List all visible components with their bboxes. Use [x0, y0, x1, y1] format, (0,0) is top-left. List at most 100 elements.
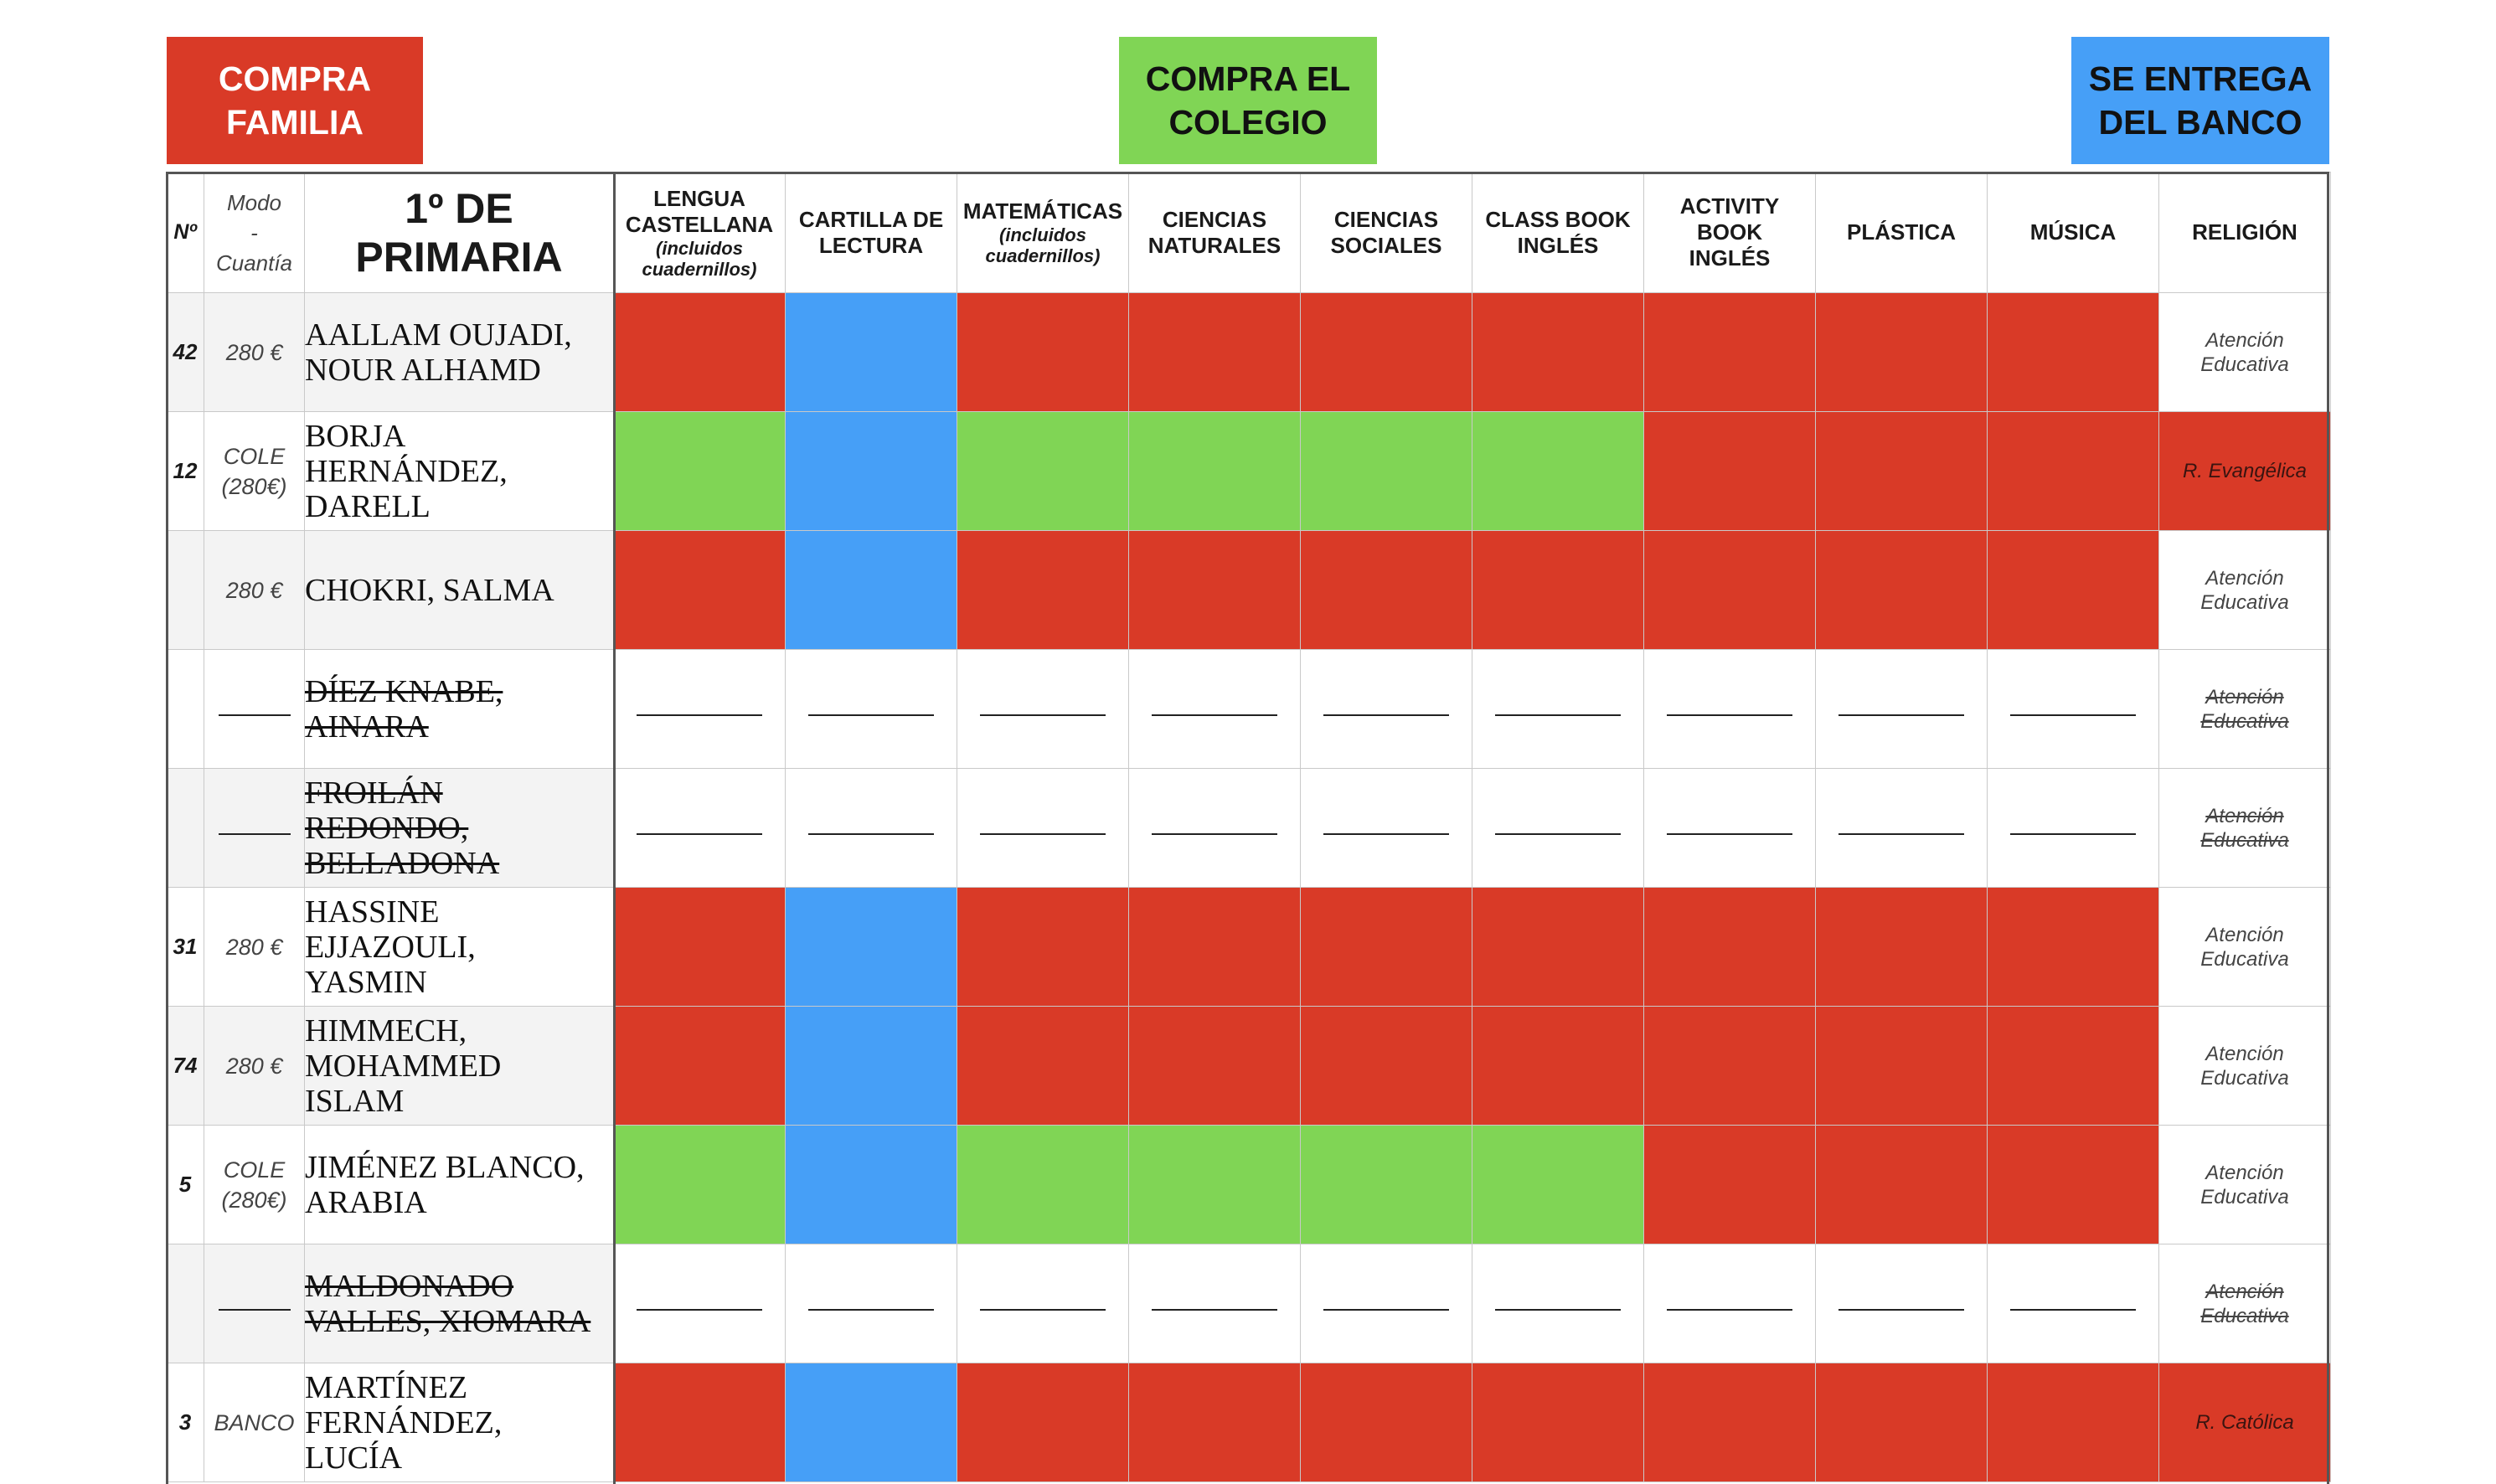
header-subject-label: CLASS BOOK INGLÉS — [1485, 206, 1631, 258]
table-row: 42 280 € AALLAM OUJADI, NOUR ALHAMD Atenció… — [166, 292, 2331, 412]
subject-status-cell-blue — [785, 887, 957, 1007]
subject-status-cell-white — [957, 1244, 1129, 1363]
blank-dash — [1495, 1308, 1621, 1311]
subject-status-cell-red — [957, 887, 1129, 1007]
subject-status-cell-red — [1815, 887, 1988, 1007]
subject-status-cell-red — [1643, 1006, 1816, 1126]
religion-choice: Atención Educativa — [2158, 530, 2331, 650]
header-mode-amount: Modo - Cuantía — [204, 172, 305, 293]
subject-status-cell-green — [1472, 411, 1644, 531]
subject-status-cell-red — [1128, 887, 1301, 1007]
subject-status-cell-red — [1643, 1363, 1816, 1482]
religion-choice: Atención Educativa — [2158, 887, 2331, 1007]
subject-status-cell-red — [1128, 292, 1301, 412]
table-header-row: Nº Modo - Cuantía 1º DE PRIMARIA LENGUA … — [166, 172, 2331, 293]
subject-status-cell-red — [1815, 1006, 1988, 1126]
header-subject-note: (incluidos cuadernillos) — [985, 224, 1101, 266]
blank-dash — [1667, 832, 1792, 835]
subject-status-cell-red — [1472, 1363, 1644, 1482]
religion-choice: R. Católica — [2158, 1363, 2331, 1482]
table-row: 3 BANCO MARTÍNEZ FERNÁNDEZ, LUCÍA R. Católi… — [166, 1363, 2331, 1482]
subject-status-cell-white — [785, 649, 957, 769]
header-subject-label: MÚSICA — [2029, 219, 2117, 245]
header-subject-label: PLÁSTICA — [1847, 219, 1956, 245]
subject-status-cell-red — [1128, 1006, 1301, 1126]
subject-status-cell-red — [1815, 530, 1988, 650]
subject-status-cell-red — [1987, 530, 2159, 650]
blank-dash — [1667, 1308, 1792, 1311]
header-class-title: 1º DE PRIMARIA — [304, 172, 614, 293]
subject-status-cell-blue — [785, 1125, 957, 1244]
subject-status-cell-red — [957, 292, 1129, 412]
subject-status-cell-red — [1300, 1363, 1472, 1482]
book-purchase-table: Nº Modo - Cuantía 1º DE PRIMARIA LENGUA … — [166, 172, 2331, 1482]
blank-dash — [808, 832, 934, 835]
subject-status-cell-green — [1300, 1125, 1472, 1244]
payment-mode: 280 € — [204, 530, 305, 650]
header-subject-label: CARTILLA DE LECTURA — [798, 206, 944, 258]
subject-status-cell-white — [1472, 649, 1644, 769]
student-number — [166, 768, 204, 888]
subject-status-cell-white — [1300, 1244, 1472, 1363]
subject-status-cell-red — [613, 1363, 786, 1482]
subject-status-cell-red — [613, 530, 786, 650]
blank-dash — [1152, 1308, 1277, 1311]
header-subject-note: (incluidos cuadernillos) — [642, 237, 757, 280]
subject-status-cell-red — [1643, 887, 1816, 1007]
student-name: MARTÍNEZ FERNÁNDEZ, LUCÍA — [304, 1363, 614, 1482]
header-subject: MATEMÁTICAS (incluidos cuadernillos) — [957, 172, 1129, 293]
blank-dash — [1152, 832, 1277, 835]
blank-dash — [808, 714, 934, 716]
blank-dash — [637, 1308, 762, 1311]
religion-choice: Atención Educativa — [2158, 1006, 2331, 1126]
legend-entrega-banco: SE ENTREGA DEL BANCO — [2071, 37, 2329, 164]
religion-choice: Atención Educativa — [2158, 649, 2331, 769]
blank-dash — [1838, 714, 1964, 716]
subject-status-cell-red — [1987, 887, 2159, 1007]
subject-status-cell-red — [1815, 292, 1988, 412]
subject-status-cell-red — [1643, 1125, 1816, 1244]
religion-choice: Atención Educativa — [2158, 768, 2331, 888]
blank-dash — [2010, 832, 2136, 835]
table-row: 31 280 € HASSINE EJJAZOULI, YASMIN Atención… — [166, 887, 2331, 1007]
subject-status-cell-white — [1300, 649, 1472, 769]
subject-status-cell-red — [1300, 530, 1472, 650]
subject-status-cell-green — [1128, 411, 1301, 531]
subject-status-cell-red — [957, 530, 1129, 650]
blank-dash — [980, 714, 1106, 716]
subject-status-cell-red — [1472, 887, 1644, 1007]
subject-status-cell-red — [1472, 292, 1644, 412]
subject-status-cell-red — [1815, 1125, 1988, 1244]
student-number — [166, 649, 204, 769]
student-number — [166, 530, 204, 650]
subject-status-cell-green — [1128, 1125, 1301, 1244]
payment-mode — [204, 768, 305, 888]
subject-status-cell-red — [1987, 1363, 2159, 1482]
subject-status-cell-white — [1815, 649, 1988, 769]
subject-status-cell-white — [1643, 768, 1816, 888]
subject-status-cell-white — [613, 768, 786, 888]
header-subject-label: CIENCIAS SOCIALES — [1330, 206, 1442, 258]
subject-status-cell-white — [957, 649, 1129, 769]
blank-dash — [1495, 832, 1621, 835]
religion-choice: Atención Educativa — [2158, 1244, 2331, 1363]
subject-status-cell-white — [1128, 1244, 1301, 1363]
blank-dash — [2010, 714, 2136, 716]
subject-status-cell-white — [613, 1244, 786, 1363]
header-subject-label: CIENCIAS NATURALES — [1147, 206, 1282, 258]
blank-dash — [2010, 1308, 2136, 1311]
subject-status-cell-red — [1472, 1006, 1644, 1126]
subject-status-cell-red — [1300, 887, 1472, 1007]
header-subject-label: ACTIVITY BOOK INGLÉS — [1679, 193, 1780, 271]
student-name: HASSINE EJJAZOULI, YASMIN — [304, 887, 614, 1007]
subject-status-cell-red — [1815, 1363, 1988, 1482]
blank-dash — [637, 714, 762, 716]
student-name: BORJA HERNÁNDEZ, DARELL — [304, 411, 614, 531]
blank-dash — [1323, 832, 1449, 835]
header-subject: CIENCIAS NATURALES — [1128, 172, 1301, 293]
student-number — [166, 1244, 204, 1363]
student-name: CHOKRI, SALMA — [304, 530, 614, 650]
blank-dash — [1323, 714, 1449, 716]
student-number: 5 — [166, 1125, 204, 1244]
subject-status-cell-white — [1987, 1244, 2159, 1363]
